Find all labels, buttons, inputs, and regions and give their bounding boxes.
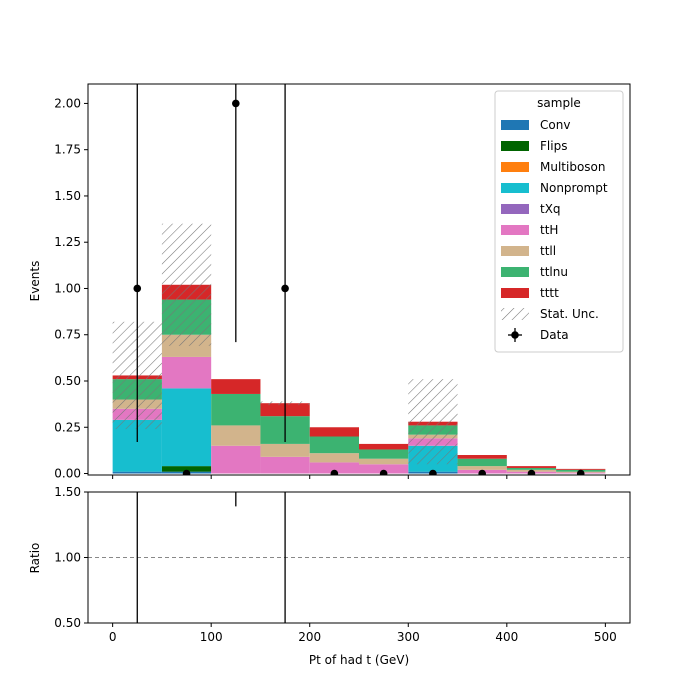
bar-tth-bin-4 [309, 462, 359, 474]
y-tick-label-3: 0.75 [54, 328, 81, 342]
legend-swatch-stat-unc [501, 308, 529, 320]
bar-ttll-bin-2 [211, 425, 261, 446]
legend-marker-data [511, 331, 519, 339]
x-tick-label-1: 100 [200, 630, 223, 644]
y-tick-label-4: 1.00 [54, 281, 81, 295]
data-point-3 [281, 284, 289, 293]
legend-label-multiboson: Multiboson [540, 160, 606, 174]
legend-label-tth: ttH [540, 223, 558, 237]
bar-tttt-bin-2 [211, 379, 261, 394]
bar-ttll-bin-3 [260, 443, 310, 457]
ratio-point-4 [331, 685, 339, 693]
y-tick-label-0: 0.00 [54, 467, 81, 481]
legend-title: sample [537, 96, 581, 110]
legend-swatch-nonprompt [501, 183, 529, 193]
legend-label-flips: Flips [540, 139, 567, 153]
legend-swatch-txq [501, 204, 529, 214]
ratio-y-axis-label: Ratio [28, 543, 42, 574]
legend-label-conv: Conv [540, 118, 570, 132]
main-panel [112, 84, 606, 475]
legend-label-ttlnu: ttlnu [540, 265, 568, 279]
legend-label-tttt: tttt [540, 286, 559, 300]
bar-tttt-bin-4 [309, 427, 359, 437]
bar-conv-bin-0 [112, 471, 162, 474]
x-tick-label-4: 400 [495, 630, 518, 644]
legend-label-data: Data [540, 328, 569, 342]
bar-ttlnu-bin-2 [211, 393, 261, 426]
y-tick-label-5: 1.25 [54, 235, 81, 249]
x-tick-label-5: 500 [594, 630, 617, 644]
x-tick-label-2: 200 [298, 630, 321, 644]
legend-label-stat-unc: Stat. Unc. [540, 307, 599, 321]
y-tick-label-6: 1.50 [54, 189, 81, 203]
data-point-9 [576, 469, 585, 475]
data-point-7 [478, 469, 486, 475]
legend-swatch-conv [501, 120, 529, 130]
stat-unc-band-bin-1 [161, 223, 212, 346]
bar-ttll-bin-7 [457, 466, 507, 470]
bar-ttlnu-bin-4 [309, 436, 359, 454]
legend-swatch-ttlnu [501, 267, 529, 277]
ratio-point-8 [528, 685, 536, 693]
ratio-point-5 [380, 685, 388, 693]
ratio-point-7 [478, 685, 486, 693]
ratio-y-tick-label-0: 0.50 [54, 616, 81, 630]
legend-swatch-flips [501, 141, 529, 151]
bar-tttt-bin-8 [506, 466, 557, 468]
bar-tttt-bin-7 [457, 455, 507, 459]
legend-swatch-tth [501, 225, 529, 235]
y-tick-label-1: 0.25 [54, 420, 81, 434]
data-point-2 [232, 99, 240, 108]
bar-tth-bin-2 [211, 445, 261, 474]
legend-swatch-multiboson [501, 162, 529, 172]
data-point-1 [182, 469, 191, 475]
legend-label-ttll: ttll [540, 244, 556, 258]
legend-swatch-tttt [501, 288, 529, 298]
x-tick-label-3: 300 [397, 630, 420, 644]
bar-ttlnu-bin-7 [457, 458, 507, 467]
y-tick-label-2: 0.50 [54, 374, 81, 388]
bar-tttt-bin-5 [359, 443, 409, 450]
legend-label-txq: tXq [540, 202, 561, 216]
ratio-panel [88, 492, 630, 693]
ratio-y-tick-label-1: 1.00 [54, 551, 81, 565]
stat-unc-band-bin-6 [408, 379, 458, 465]
axes: 0 100 200 300 400 500 0.00 0.25 0.50 0.75 1.00 1.25… [54, 83, 631, 644]
bar-tttt-bin-9 [556, 468, 606, 470]
ratio-point-9 [577, 685, 585, 693]
y-tick-label-8: 2.00 [54, 96, 81, 110]
bar-ttlnu-bin-5 [359, 449, 409, 459]
ratio-point-6 [429, 685, 437, 693]
data-point-6 [429, 469, 437, 475]
bar-flips-bin-1 [161, 466, 212, 472]
main-axes-frame [87, 83, 631, 476]
bar-tth-bin-1 [161, 356, 212, 389]
y-tick-label-7: 1.75 [54, 143, 81, 157]
legend-label-nonprompt: Nonprompt [540, 181, 608, 195]
y-axis-label: Events [28, 261, 42, 302]
ratio-y-tick-label-2: 1.50 [54, 485, 81, 499]
legend-swatch-ttll [501, 246, 529, 256]
ratio-axes-frame [87, 491, 631, 624]
bar-tth-bin-5 [359, 464, 409, 474]
data-point-0 [133, 284, 142, 293]
bar-nonprompt-bin-1 [161, 388, 212, 467]
bar-ttll-bin-5 [359, 458, 409, 465]
data-point-4 [330, 469, 339, 475]
data-point-5 [379, 469, 388, 475]
data-point-8 [527, 469, 536, 475]
x-axis-label: Pt of had t (GeV) [309, 653, 409, 667]
bar-ttll-bin-4 [309, 453, 359, 463]
x-tick-label-0: 0 [109, 630, 117, 644]
legend: sample Conv Flips Multiboson Nonprompt tXq ttH… [494, 90, 624, 353]
bar-tth-bin-3 [260, 456, 310, 474]
bar-ttlnu-bin-8 [506, 467, 557, 470]
